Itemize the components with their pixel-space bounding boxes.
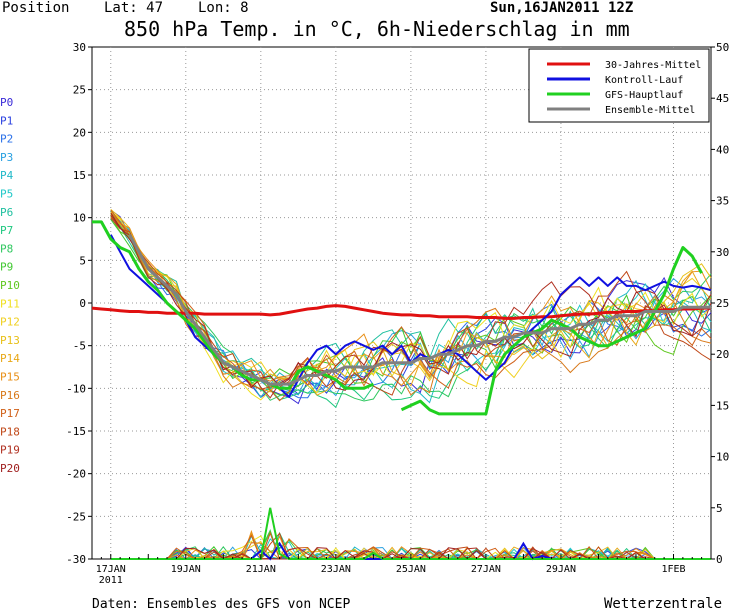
header-lon: Lon: 8 [198, 0, 249, 16]
y2-tick-label: 0 [716, 553, 723, 566]
y2-tick-label: 30 [716, 246, 729, 259]
member-label: P8 [0, 242, 13, 255]
member-label: P18 [0, 425, 20, 438]
x-tick-label: 1FEB [661, 564, 685, 575]
y-tick-label: -15 [66, 425, 86, 438]
member-label: P13 [0, 334, 20, 347]
member-line-p18 [110, 217, 712, 396]
series-line-2 [400, 246, 703, 416]
legend-label: GFS-Hauptlauf [605, 90, 683, 101]
y2-tick-label: 15 [716, 399, 729, 412]
footer-brand: Wetterzentrale [604, 596, 722, 609]
x-tick-sublabel: 2011 [99, 575, 123, 586]
y-tick-label: 25 [73, 84, 86, 97]
member-label: P4 [0, 169, 14, 182]
member-label: P5 [0, 188, 13, 201]
y-tick-label: 15 [73, 169, 86, 182]
member-label: P20 [0, 462, 20, 475]
y-tick-label: 30 [73, 41, 86, 54]
member-label: P9 [0, 261, 13, 274]
header-position: Position [2, 0, 69, 16]
y-tick-label: -30 [66, 553, 86, 566]
member-label: P12 [0, 316, 20, 329]
y-tick-label: 5 [79, 254, 86, 267]
y2-tick-label: 10 [716, 451, 729, 464]
y-tick-label: -20 [66, 468, 86, 481]
x-tick-label: 23JAN [321, 564, 351, 575]
member-label: P1 [0, 114, 13, 127]
member-label: P14 [0, 352, 20, 365]
member-label: P11 [0, 297, 20, 310]
member-label: P0 [0, 96, 13, 109]
x-tick-label: 17JAN [96, 564, 126, 575]
x-tick-label: 19JAN [171, 564, 201, 575]
member-line-p17 [110, 209, 712, 402]
series-line-0 [91, 304, 711, 320]
footer-source: Daten: Ensembles des GFS von NCEP [92, 597, 350, 609]
y2-tick-label: 45 [716, 92, 729, 105]
y-tick-label: 0 [79, 297, 86, 310]
member-label: P7 [0, 224, 13, 237]
header-date: Sun,16JAN2011 12Z [490, 0, 633, 16]
y2-tick-label: 25 [716, 297, 729, 310]
header-lat: Lat: 47 [104, 0, 163, 16]
member-label: P17 [0, 407, 20, 420]
chart-title: 850 hPa Temp. in °C, 6h-Niederschlag in … [124, 17, 630, 41]
legend: 30-Jahres-Mittel Kontroll-Lauf GFS-Hauptla… [528, 48, 710, 123]
member-label: P3 [0, 151, 13, 164]
main-series [91, 220, 712, 416]
legend-label: 30-Jahres-Mittel [605, 60, 701, 71]
y2-tick-label: 20 [716, 348, 729, 361]
y2-tick-label: 35 [716, 195, 729, 208]
series-line-3 [128, 233, 711, 386]
y-tick-label: -5 [73, 340, 86, 353]
x-tick-label: 21JAN [246, 564, 276, 575]
member-line-p6 [110, 215, 712, 390]
x-tick-label: 27JAN [471, 564, 501, 575]
y-tick-label: 10 [73, 212, 86, 225]
y-tick-label: -25 [66, 510, 86, 523]
y-tick-label: 20 [73, 126, 86, 139]
member-label: P2 [0, 133, 13, 146]
member-label: P10 [0, 279, 20, 292]
member-label: P6 [0, 206, 13, 219]
y2-tick-label: 50 [716, 41, 729, 54]
member-label: P19 [0, 444, 20, 457]
x-tick-label: 25JAN [396, 564, 426, 575]
member-labels: P0 P1 P2 P3 P4 P5 P6 P7 P8 P9 P10 P11 P12 P13 P14 P15 P1… [0, 96, 20, 475]
plot-area [91, 46, 712, 560]
y-axis-left: 30 25 20 15 10 5 0 -5 -10 -15 -20 -25 -30 [66, 41, 92, 566]
y2-tick-label: 5 [716, 502, 723, 515]
legend-label: Kontroll-Lauf [605, 75, 683, 86]
y-tick-label: -10 [66, 382, 86, 395]
legend-label: Ensemble-Mittel [605, 105, 695, 116]
x-tick-label: 29JAN [546, 564, 576, 575]
y2-tick-label: 40 [716, 143, 729, 156]
member-label: P16 [0, 389, 20, 402]
member-label: P15 [0, 371, 20, 384]
